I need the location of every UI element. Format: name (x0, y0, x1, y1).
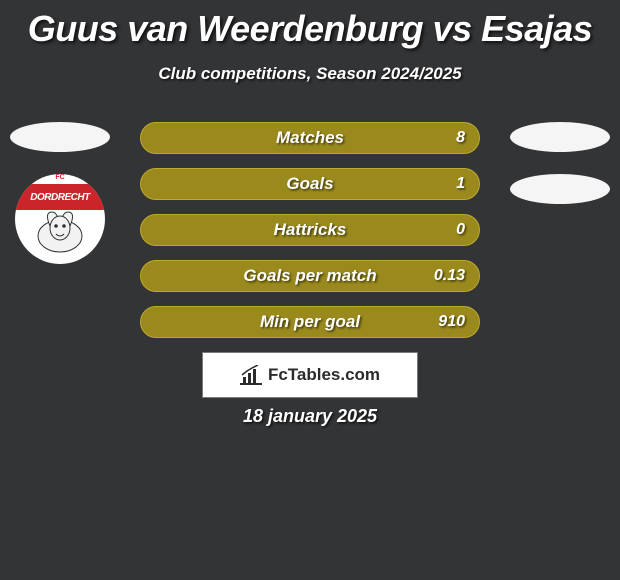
stat-bar-hattricks: Hattricks 0 (140, 214, 480, 246)
stat-label: Goals per match (141, 266, 479, 286)
club-badge-left: FC DORDRECHT (15, 174, 105, 264)
sheep-icon (32, 208, 88, 256)
stat-bar-matches: Matches 8 (140, 122, 480, 154)
stat-label: Min per goal (141, 312, 479, 332)
stat-label: Matches (141, 128, 479, 148)
stats-bars: Matches 8 Goals 1 Hattricks 0 Goals per … (140, 122, 480, 338)
page-title: Guus van Weerdenburg vs Esajas (0, 0, 620, 50)
badge-club-name: DORDRECHT (15, 184, 105, 210)
stat-bar-min-per-goal: Min per goal 910 (140, 306, 480, 338)
stat-bar-goals: Goals 1 (140, 168, 480, 200)
right-player-column (510, 122, 610, 204)
player-photo-placeholder-right-2 (510, 174, 610, 204)
badge-fc-text: FC (15, 174, 105, 181)
brand-text: FcTables.com (268, 365, 380, 385)
brand-box: FcTables.com (202, 352, 418, 398)
player-photo-placeholder-right-1 (510, 122, 610, 152)
stat-label: Hattricks (141, 220, 479, 240)
date-label: 18 january 2025 (0, 406, 620, 427)
left-player-column: FC DORDRECHT (10, 122, 110, 264)
player-photo-placeholder-left (10, 122, 110, 152)
page-subtitle: Club competitions, Season 2024/2025 (0, 64, 620, 84)
stat-bar-goals-per-match: Goals per match 0.13 (140, 260, 480, 292)
stat-label: Goals (141, 174, 479, 194)
chart-icon (240, 365, 262, 385)
